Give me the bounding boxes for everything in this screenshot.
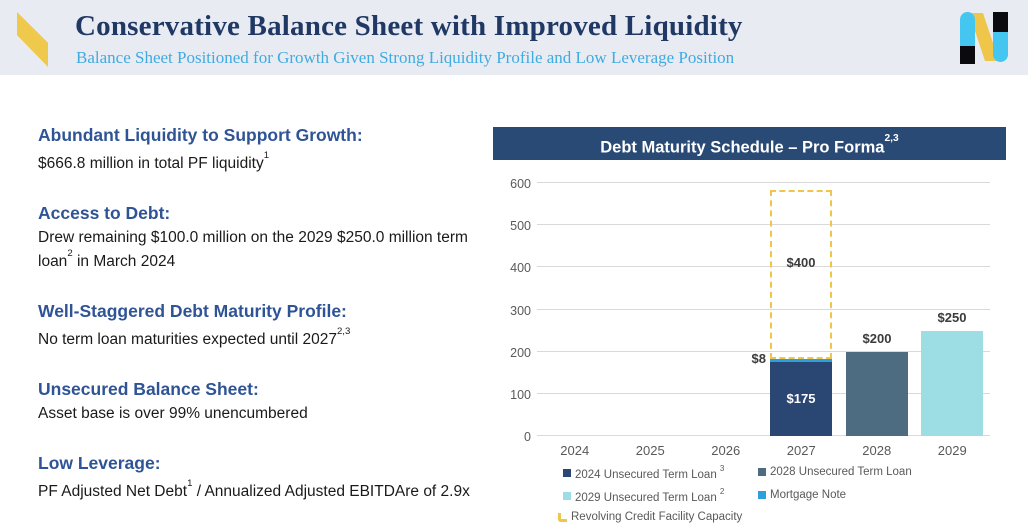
section-body: $666.8 million in total PF liquidity1 bbox=[38, 149, 270, 173]
chart-title: Debt Maturity Schedule – Pro Forma2,3 bbox=[493, 127, 1006, 160]
revolver-capacity-box bbox=[770, 190, 832, 359]
legend-label: 2029 Unsecured Term Loan 2 bbox=[575, 486, 725, 504]
y-gridline bbox=[537, 308, 990, 310]
netstreit-logo-icon bbox=[958, 10, 1010, 69]
section-body: Asset base is over 99% unencumbered bbox=[38, 405, 308, 423]
legend-item-mortgage-note: Mortgage Note bbox=[758, 489, 846, 501]
x-axis-tick-label: 2025 bbox=[635, 443, 665, 458]
section-access-to-debt: Access to Debt: Drew remaining $100.0 mi… bbox=[38, 203, 486, 272]
header-band: Conservative Balance Sheet with Improved… bbox=[0, 0, 1028, 75]
label-mortgage-note: $8 bbox=[751, 351, 766, 366]
yellow-accent-shape bbox=[17, 12, 48, 67]
label-2028-term-loan: $200 bbox=[862, 331, 892, 346]
label-revolver-capacity: $400 bbox=[786, 255, 816, 270]
y-axis-tick-label: 0 bbox=[524, 430, 531, 444]
bar-2027-mortgage-note bbox=[770, 358, 832, 363]
section-heading: Unsecured Balance Sheet: bbox=[38, 379, 259, 400]
y-axis-tick-label: 600 bbox=[510, 177, 531, 191]
debt-maturity-chart: Debt Maturity Schedule – Pro Forma2,3 $8… bbox=[493, 127, 1006, 527]
y-axis-tick-label: 100 bbox=[510, 387, 531, 402]
legend-swatch bbox=[563, 492, 571, 501]
x-axis-tick-label: 2026 bbox=[711, 443, 741, 458]
y-axis-tick-label: 400 bbox=[510, 261, 531, 276]
legend-item-revolver-capacity: Revolving Credit Facility Capacity bbox=[558, 511, 742, 523]
legend-label: Mortgage Note bbox=[770, 489, 847, 501]
legend-swatch bbox=[758, 468, 766, 476]
bar-2028-term-loan bbox=[846, 351, 908, 436]
plot-area: $8 $400 $175 $200 $250 0 100 200 300 400 500 6… bbox=[510, 177, 990, 458]
key-points-column: Abundant Liquidity to Support Growth: $6… bbox=[38, 125, 486, 529]
legend-item-2028-term-loan: 2028 Unsecured Term Loan bbox=[758, 466, 912, 478]
legend-swatch bbox=[758, 491, 766, 499]
section-body: Drew remaining $100.0 million on the 202… bbox=[38, 229, 468, 271]
label-2027-term-loan: $175 bbox=[786, 391, 816, 406]
legend-label: 2024 Unsecured Term Loan 3 bbox=[575, 463, 725, 481]
legend-item-2024-term-loan: 2024 Unsecured Term Loan 3 bbox=[563, 463, 725, 481]
y-axis-tick-label: 200 bbox=[510, 345, 531, 360]
x-axis-tick-label: 2027 bbox=[786, 443, 816, 458]
page-subtitle: Balance Sheet Positioned for Growth Give… bbox=[76, 48, 735, 67]
section-heading: Low Leverage: bbox=[38, 453, 161, 474]
y-gridline bbox=[537, 392, 990, 394]
bar-2027-term-loan bbox=[770, 362, 832, 436]
section-heading: Access to Debt: bbox=[38, 203, 171, 224]
section-low-leverage: Low Leverage: PF Adjusted Net Debt1 / An… bbox=[38, 453, 486, 502]
y-axis-tick-label: 300 bbox=[510, 303, 531, 318]
x-axis-tick-label: 2028 bbox=[862, 443, 892, 458]
y-gridline bbox=[537, 266, 990, 268]
page-title: Conservative Balance Sheet with Improved… bbox=[75, 10, 743, 42]
legend-swatch bbox=[563, 469, 571, 478]
x-axis-tick-label: 2024 bbox=[560, 443, 590, 458]
y-gridline bbox=[537, 224, 990, 226]
section-heading: Well-Staggered Debt Maturity Profile: bbox=[38, 301, 347, 322]
section-heading: Abundant Liquidity to Support Growth: bbox=[38, 125, 363, 145]
bar-2029-term-loan bbox=[921, 330, 983, 436]
section-liquidity: Abundant Liquidity to Support Growth: $6… bbox=[38, 125, 486, 174]
x-axis-tick-label: 2029 bbox=[937, 443, 967, 458]
y-gridline bbox=[537, 435, 990, 436]
y-gridline bbox=[537, 350, 990, 352]
legend-label: Revolving Credit Facility Capacity bbox=[571, 511, 743, 523]
section-body: PF Adjusted Net Debt1 / Annualized Adjus… bbox=[38, 478, 470, 501]
y-axis-tick-label: 500 bbox=[510, 219, 531, 234]
dashed-corner-icon bbox=[558, 512, 567, 522]
legend-item-2029-term-loan: 2029 Unsecured Term Loan 2 bbox=[563, 486, 725, 504]
section-unsecured: Unsecured Balance Sheet: Asset base is o… bbox=[38, 379, 486, 424]
y-gridline bbox=[537, 182, 990, 183]
section-body: No term loan maturities expected until 2… bbox=[38, 326, 351, 349]
section-maturity-profile: Well-Staggered Debt Maturity Profile: No… bbox=[38, 301, 486, 350]
legend-label: 2028 Unsecured Term Loan bbox=[770, 466, 912, 478]
label-2029-term-loan: $250 bbox=[937, 310, 967, 325]
